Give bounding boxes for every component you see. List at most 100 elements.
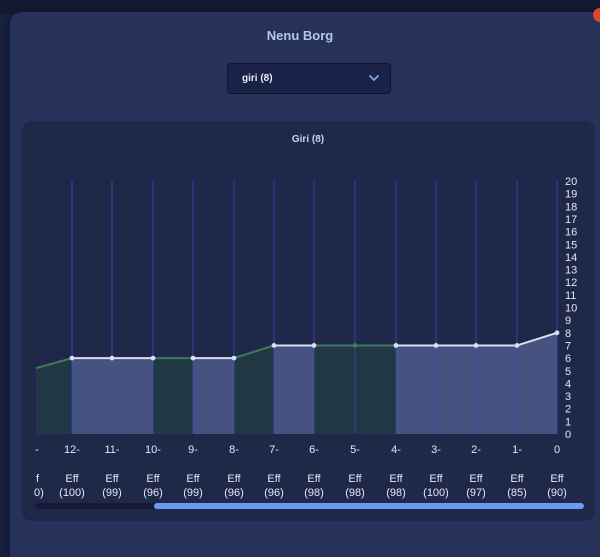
- chart-point[interactable]: [352, 343, 358, 348]
- app-backdrop: [0, 0, 600, 14]
- chart-point[interactable]: [554, 330, 560, 336]
- y-tick-label: 8: [565, 328, 571, 340]
- chart-scrollbar-thumb[interactable]: [154, 503, 584, 509]
- y-tick-label: 12: [565, 277, 577, 289]
- chart-line-segment: [516, 331, 558, 347]
- chevron-down-icon: [369, 75, 379, 81]
- efficiency-value: (99): [102, 487, 122, 499]
- y-tick-label: 1: [565, 416, 571, 428]
- x-tick-label: 8-: [229, 444, 239, 456]
- efficiency-value: (100): [59, 487, 85, 499]
- chart-area-segment: [314, 345, 355, 434]
- x-tick-label: 4-: [391, 444, 401, 456]
- y-tick-label: 15: [565, 239, 577, 251]
- chart-area-segment: [355, 345, 396, 434]
- efficiency-label: Eff: [389, 473, 403, 485]
- efficiency-label: Eff: [105, 473, 119, 485]
- chart-area-segment: [36, 358, 72, 434]
- chart-point[interactable]: [473, 343, 479, 348]
- chart-point[interactable]: [271, 343, 277, 348]
- x-tick-label: 6-: [309, 444, 319, 456]
- efficiency-label: Eff: [348, 473, 362, 485]
- efficiency-value: (96): [143, 487, 163, 499]
- y-tick-label: 17: [565, 214, 577, 226]
- efficiency-label: Eff: [429, 473, 443, 485]
- x-tick-label: 2-: [471, 444, 481, 456]
- modal-title: Nenu Borg: [266, 28, 334, 43]
- chart-point[interactable]: [190, 355, 196, 361]
- chart-area-segment: [274, 345, 314, 434]
- chart-point[interactable]: [311, 343, 317, 348]
- chart-area-segment: [234, 345, 274, 434]
- efficiency-label: Eff: [469, 473, 483, 485]
- chart-line-segment: [35, 357, 73, 370]
- chart-area-segment: [112, 358, 153, 434]
- x-tick-label: 12-: [64, 444, 80, 456]
- x-tick-label: 3-: [431, 444, 441, 456]
- y-tick-label: 7: [565, 340, 571, 352]
- y-tick-label: 13: [565, 265, 577, 277]
- chart-title: Giri (8): [291, 134, 325, 145]
- select-value: giri (8): [242, 73, 273, 84]
- y-tick-label: 0: [565, 429, 571, 441]
- efficiency-value: 0): [34, 487, 44, 499]
- efficiency-label: Eff: [267, 473, 281, 485]
- x-tick-label: 10-: [145, 444, 161, 456]
- chart-point[interactable]: [69, 355, 75, 361]
- efficiency-label: f: [36, 473, 40, 485]
- efficiency-value: (100): [423, 487, 449, 499]
- efficiency-value: (90): [547, 487, 567, 499]
- y-tick-label: 2: [565, 404, 571, 416]
- y-tick-label: 10: [565, 303, 577, 315]
- efficiency-value: (98): [345, 487, 365, 499]
- efficiency-value: (98): [386, 487, 406, 499]
- chart-area-segment: [436, 345, 476, 434]
- chart-line-segment: [233, 344, 275, 360]
- x-tick-label: -: [35, 444, 39, 456]
- x-tick-label: 0: [554, 444, 560, 456]
- close-icon[interactable]: [593, 8, 600, 22]
- y-tick-label: 5: [565, 366, 571, 378]
- efficiency-value: (85): [507, 487, 527, 499]
- chart-point[interactable]: [109, 355, 115, 361]
- efficiency-label: Eff: [186, 473, 200, 485]
- x-tick-label: 7-: [269, 444, 279, 456]
- y-tick-label: 16: [565, 227, 577, 239]
- efficiency-label: Eff: [307, 473, 321, 485]
- x-tick-label: 9-: [188, 444, 198, 456]
- efficiency-value: (98): [304, 487, 324, 499]
- y-tick-label: 6: [565, 353, 571, 365]
- y-tick-label: 20: [565, 176, 577, 188]
- efficiency-label: Eff: [146, 473, 160, 485]
- chart-area-segment: [72, 358, 112, 434]
- y-tick-label: 14: [565, 252, 577, 264]
- efficiency-label: Eff: [65, 473, 79, 485]
- y-tick-label: 3: [565, 391, 571, 403]
- subject-select[interactable]: giri (8): [227, 63, 391, 94]
- efficiency-label: Eff: [227, 473, 241, 485]
- chart-point[interactable]: [150, 355, 156, 361]
- chart-area-segment: [396, 345, 436, 434]
- chart-panel: [22, 121, 595, 521]
- chart-point[interactable]: [514, 343, 520, 348]
- x-tick-label: 5-: [350, 444, 360, 456]
- y-tick-label: 11: [565, 290, 576, 302]
- chart-area-segment: [153, 358, 193, 434]
- chart-area-segment: [517, 332, 557, 434]
- chart-area-segment: [476, 345, 517, 434]
- efficiency-value: (97): [466, 487, 486, 499]
- x-tick-label: 11-: [104, 444, 119, 456]
- y-tick-label: 19: [565, 189, 577, 201]
- efficiency-value: (99): [183, 487, 203, 499]
- y-tick-label: 18: [565, 201, 577, 213]
- y-tick-label: 4: [565, 378, 571, 390]
- efficiency-label: Eff: [510, 473, 524, 485]
- chart-point[interactable]: [433, 343, 439, 348]
- chart-point[interactable]: [393, 343, 399, 348]
- efficiency-value: (96): [264, 487, 284, 499]
- efficiency-value: (96): [224, 487, 244, 499]
- x-tick-label: 1-: [512, 444, 522, 456]
- efficiency-label: Eff: [550, 473, 564, 485]
- chart-point[interactable]: [231, 355, 237, 361]
